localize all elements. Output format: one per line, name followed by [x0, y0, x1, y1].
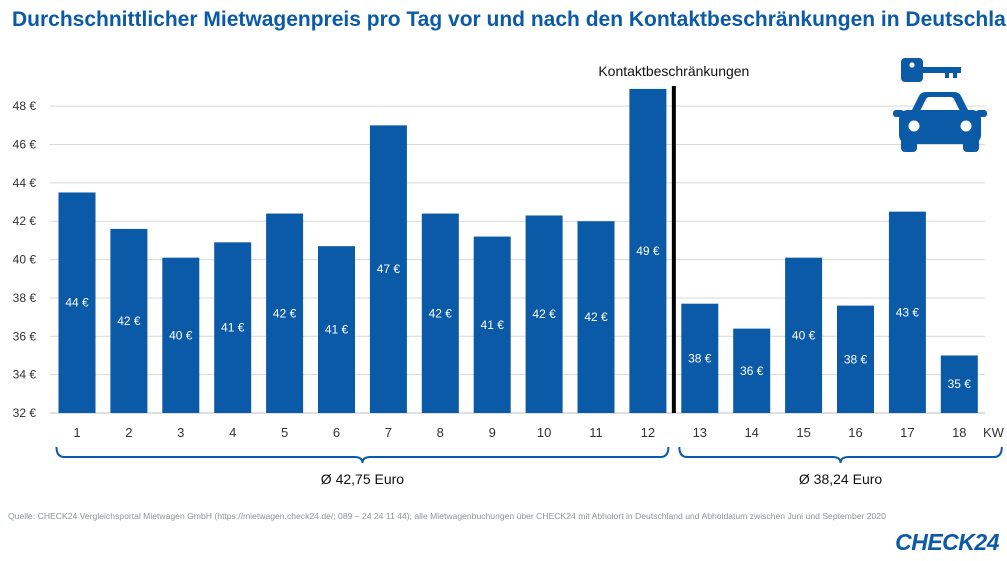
annotations: Kontaktbeschränkungen Ø 42,75 Euro Ø 38,24…: [55, 63, 1003, 487]
x-tick-label: 15: [796, 425, 810, 440]
x-tick-label: 5: [281, 425, 288, 440]
x-tick-label: 6: [333, 425, 340, 440]
x-tick-label: 7: [385, 425, 392, 440]
y-tick-label: 42 €: [13, 214, 37, 228]
y-tick-label: 44 €: [13, 176, 37, 190]
source-note: Quelle: CHECK24 Vergleichsportal Mietwag…: [8, 511, 886, 521]
group-average-label: Ø 42,75 Euro: [321, 471, 404, 487]
y-tick-label: 40 €: [13, 253, 37, 267]
y-tick-label: 36 €: [13, 329, 37, 343]
bar: [369, 125, 407, 414]
x-tick-label: 12: [641, 425, 655, 440]
group-brace: [55, 446, 670, 464]
x-tick-label: 2: [125, 425, 132, 440]
check24-logo[interactable]: CHECK24: [895, 529, 999, 555]
bar-value-label: 42 €: [273, 306, 297, 320]
bar: [318, 246, 355, 413]
bar: [940, 355, 978, 413]
y-tick-label: 34 €: [13, 368, 37, 382]
bar-value-label: 36 €: [740, 364, 764, 378]
group-average-label: Ø 38,24 Euro: [799, 471, 882, 487]
bars: 44 € 42 € 40 € 41 € 42 € 41 € 47 € 42 € 41 € 42 €…: [58, 88, 978, 414]
x-axis-label: KW: [983, 425, 1005, 440]
x-tick-label: 18: [952, 425, 966, 440]
bar: [577, 221, 615, 413]
bar-value-label: 43 €: [896, 305, 920, 319]
bar-value-label: 42 €: [584, 310, 608, 324]
y-tick-label: 38 €: [13, 291, 37, 305]
x-tick-label: 4: [229, 425, 236, 440]
bar-value-label: 44 €: [65, 296, 89, 310]
bar: [110, 228, 148, 413]
x-tick-label: 14: [744, 425, 758, 440]
bar-value-label: 42 €: [117, 314, 141, 328]
divider-label: Kontaktbeschränkungen: [598, 63, 749, 79]
y-tick-label: 32 €: [13, 406, 37, 420]
x-tick-label: 8: [437, 425, 444, 440]
key-icon: [901, 58, 961, 82]
x-tick-label: 13: [693, 425, 707, 440]
bar: [58, 192, 96, 413]
bar-value-label: 38 €: [844, 352, 868, 366]
bar: [473, 236, 511, 413]
x-tick-label: 9: [489, 425, 496, 440]
x-tick-label: 16: [848, 425, 862, 440]
x-tick-label: 10: [537, 425, 551, 440]
bar-value-label: 42 €: [429, 306, 453, 320]
group-brace: [678, 446, 1003, 464]
bar: [525, 215, 563, 413]
bar-value-label: 42 €: [532, 307, 556, 321]
bar-value-label: 47 €: [377, 262, 401, 276]
x-tick-label: 3: [177, 425, 184, 440]
bar: [629, 88, 667, 413]
bar: [785, 257, 823, 413]
bar: [733, 328, 771, 413]
bar: [214, 242, 252, 413]
gridlines: [50, 105, 985, 414]
car-icon: [893, 92, 987, 152]
y-axis: 32 € 34 € 36 € 38 € 40 € 42 € 44 € 46 € 48 €: [13, 99, 37, 420]
bar-value-label: 41 €: [481, 318, 505, 332]
bar: [162, 257, 200, 413]
bar-value-label: 41 €: [221, 321, 245, 335]
bar-value-label: 38 €: [688, 351, 712, 365]
y-tick-label: 46 €: [13, 138, 37, 152]
bar-value-label: 41 €: [325, 323, 349, 337]
x-tick-label: 11: [589, 425, 603, 440]
bar-value-label: 40 €: [792, 328, 816, 342]
bar: [837, 305, 874, 413]
bar: [888, 211, 926, 413]
x-tick-label: 1: [73, 425, 80, 440]
bar: [266, 213, 304, 413]
bar-value-label: 49 €: [636, 244, 660, 258]
bar: [421, 213, 459, 413]
x-tick-label: 17: [900, 425, 914, 440]
bar-value-label: 35 €: [948, 377, 972, 391]
x-axis: 1 2 3 4 5 6 7 8 9 10 11 12 13 14 15 16 17 18 KW: [73, 425, 1004, 440]
y-tick-label: 48 €: [13, 99, 37, 113]
bar: [681, 303, 719, 413]
chart-title: Durchschnittlicher Mietwagenpreis pro Ta…: [12, 8, 1007, 31]
bar-value-label: 40 €: [169, 328, 193, 342]
